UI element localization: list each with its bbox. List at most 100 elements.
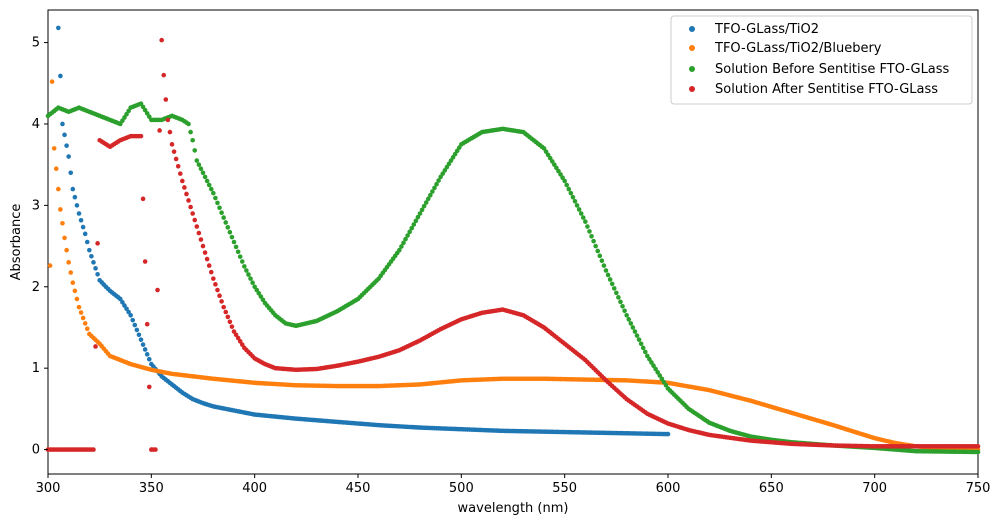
legend-entry-3: Solution After Sentitise FTO-GLass — [715, 82, 938, 97]
series-2-dot — [570, 194, 576, 200]
series-2-dot — [428, 192, 433, 198]
series-3-point-18 — [169, 142, 175, 147]
series-3-point-13 — [157, 128, 162, 133]
series-2-dot — [403, 236, 408, 242]
series-2-dot — [399, 244, 404, 249]
series-3-dot — [171, 149, 177, 154]
series-2-dot — [225, 225, 231, 230]
series-2-dot — [244, 268, 249, 273]
series-2-dot — [622, 308, 627, 314]
series-3-dot — [142, 259, 148, 264]
series-0-point-0 — [56, 25, 61, 31]
series-0-point-7 — [91, 260, 96, 265]
series-2-dot — [239, 259, 245, 264]
series-2-dot — [640, 345, 646, 351]
series-2-dot — [578, 211, 584, 216]
series-1-point-1 — [49, 79, 55, 84]
series-3-dot — [198, 237, 204, 242]
series-0-dot — [80, 224, 86, 230]
series-3-dot — [155, 287, 160, 293]
series-2-point-42 — [624, 312, 629, 318]
series-0-dot — [93, 266, 98, 271]
series-2-dot — [192, 148, 198, 153]
series-2-dot — [626, 317, 632, 322]
series-2-dot — [430, 189, 435, 194]
series-0-dot — [132, 322, 138, 328]
series-1-point-5 — [58, 207, 63, 212]
series-1-point-3 — [53, 166, 59, 172]
series-2-point-17 — [200, 170, 206, 176]
series-2-dot — [642, 349, 648, 355]
series-3-dot — [196, 230, 202, 236]
series-3-dot — [173, 156, 179, 162]
series-3-dot — [140, 196, 146, 202]
series-2-dot — [595, 248, 601, 254]
y-tick-label-2: 2 — [32, 280, 40, 295]
series-2-dot — [566, 186, 572, 192]
series-1-point-10 — [76, 304, 82, 310]
series-1-dot — [72, 288, 78, 294]
series-2-dot — [411, 222, 417, 227]
x-tick-label-8: 700 — [862, 481, 887, 496]
series-2-dot — [618, 299, 623, 305]
series-3-dot — [182, 185, 187, 190]
series-2-dot — [636, 337, 642, 342]
legend-frame — [670, 15, 973, 105]
series-2-dot — [248, 276, 253, 281]
series-2-dot — [568, 190, 574, 196]
y-tick-label-1: 1 — [32, 361, 40, 376]
series-3-dot — [213, 282, 218, 287]
series-2-dot — [616, 295, 621, 300]
series-2-dot — [436, 178, 441, 183]
x-tick-label-0: 300 — [36, 481, 61, 496]
series-3-dot — [229, 324, 235, 329]
legend-marker-3 — [689, 86, 695, 92]
series-2-dot — [202, 174, 208, 180]
series-2-dot — [405, 233, 410, 238]
series-0-dot — [130, 317, 136, 323]
series-3-dot — [184, 191, 189, 197]
series-0-dot — [74, 203, 80, 208]
series-0-dot — [136, 332, 142, 338]
series-0-point-13 — [138, 337, 144, 342]
series-0 — [56, 25, 671, 437]
series-0-point-6 — [87, 247, 92, 253]
series-0-point-12 — [128, 312, 133, 318]
series-2-dot — [589, 234, 594, 239]
series-2-dot — [638, 341, 644, 347]
series-2-dot — [215, 200, 220, 206]
series-2-dot — [423, 200, 429, 205]
series-1-point-2 — [51, 146, 57, 151]
series-0-dot — [144, 352, 150, 357]
series-3-point-15 — [161, 72, 167, 78]
series-2-dot — [419, 207, 425, 213]
series-2-dot — [206, 182, 212, 188]
series-2-dot — [574, 203, 580, 208]
series-3-dot — [208, 269, 214, 275]
series-2-dot — [217, 205, 222, 211]
series-0-point-1 — [60, 121, 65, 127]
series-2-dot — [233, 244, 239, 250]
series-3-point-20 — [190, 211, 195, 216]
series-2-dot — [198, 166, 204, 172]
series-3-point-23 — [221, 304, 226, 310]
series-1-dot — [84, 326, 90, 331]
series-2-dot — [421, 203, 427, 209]
series-0-point-3 — [70, 186, 76, 192]
y-axis-label: Absorbance — [9, 204, 24, 281]
series-2-dot — [628, 321, 634, 326]
series-0-dot — [140, 342, 146, 347]
series-3-dot — [194, 224, 200, 229]
series-0-dot — [78, 217, 84, 223]
series-2-dot — [580, 215, 586, 220]
series-3-dot — [93, 344, 98, 349]
series-1-dot — [68, 270, 74, 275]
series-0-dot — [64, 143, 69, 148]
x-axis-label: wavelength (nm) — [458, 501, 569, 516]
series-2-dot — [564, 182, 570, 188]
series-2-point-40 — [583, 219, 588, 224]
legend: TFO-GLass/TiO2 TFO-GLass/TiO2/Bluebery S… — [670, 15, 973, 105]
series-2-point-31 — [397, 247, 402, 253]
series-2-dot — [227, 229, 233, 235]
x-tick-label-1: 350 — [139, 481, 164, 496]
